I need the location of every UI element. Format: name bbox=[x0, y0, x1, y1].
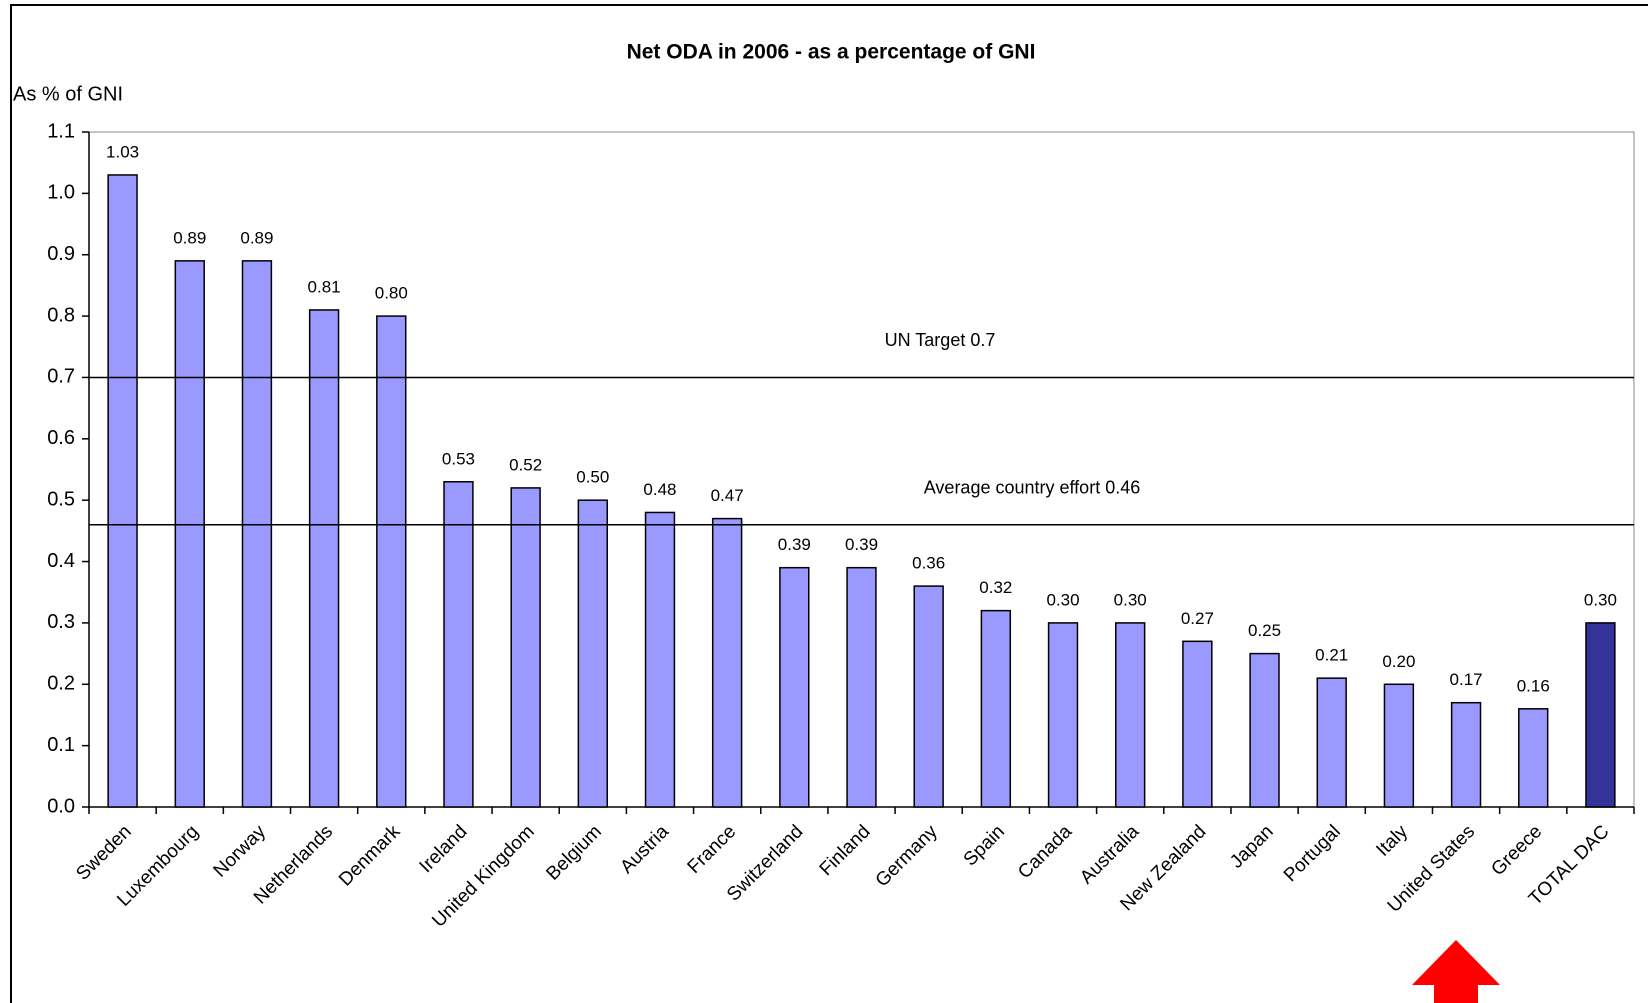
bar bbox=[577, 499, 608, 808]
x-tick-label: Spain bbox=[960, 821, 1009, 870]
value-label: 0.52 bbox=[509, 455, 542, 474]
bar bbox=[1518, 708, 1549, 808]
y-tick-label: 0.9 bbox=[47, 243, 75, 265]
arrow bbox=[1412, 940, 1500, 1003]
value-label: 0.32 bbox=[979, 578, 1012, 597]
bar bbox=[1182, 640, 1213, 808]
x-tick-label: Finland bbox=[816, 821, 875, 880]
value-label: 0.30 bbox=[1114, 590, 1147, 609]
value-label: 0.39 bbox=[845, 535, 878, 554]
bar bbox=[1450, 701, 1482, 808]
bar bbox=[1585, 622, 1616, 808]
bar bbox=[711, 517, 743, 808]
chart-title: Net ODA in 2006 - as a percentage of GNI bbox=[627, 41, 1036, 64]
x-tick-label: Germany bbox=[872, 821, 942, 891]
y-tick-label: 0.5 bbox=[47, 488, 75, 510]
bar bbox=[376, 315, 407, 808]
value-label: 0.20 bbox=[1382, 652, 1415, 671]
bar bbox=[913, 585, 944, 808]
value-label: 0.21 bbox=[1315, 646, 1348, 665]
x-tick-label: Australia bbox=[1076, 821, 1143, 888]
x-tick-label: Denmark bbox=[335, 821, 405, 891]
y-tick-label: 1.1 bbox=[47, 120, 75, 142]
bar bbox=[980, 609, 1012, 808]
value-label: 1.03 bbox=[106, 142, 139, 161]
y-tick-label: 0.2 bbox=[47, 673, 75, 695]
bar bbox=[779, 566, 810, 808]
bar bbox=[107, 174, 138, 808]
value-label: 0.25 bbox=[1248, 621, 1281, 640]
y-tick-label: 0.4 bbox=[47, 550, 75, 572]
x-tick-label: Austria bbox=[616, 821, 673, 878]
value-label: 0.81 bbox=[308, 277, 341, 296]
value-label: 0.16 bbox=[1517, 676, 1550, 695]
y-axis-label: As % of GNI bbox=[13, 83, 123, 105]
value-label: 0.30 bbox=[1584, 590, 1617, 609]
bar bbox=[1047, 622, 1079, 808]
value-label: 0.80 bbox=[375, 284, 408, 303]
x-tick-label: Canada bbox=[1014, 821, 1076, 883]
value-label: 0.17 bbox=[1450, 670, 1483, 689]
x-tick-label: Portugal bbox=[1280, 821, 1345, 886]
bar bbox=[1249, 652, 1280, 808]
x-tick-label: Japan bbox=[1226, 821, 1277, 872]
bar bbox=[1115, 622, 1146, 808]
value-label: 0.47 bbox=[711, 486, 744, 505]
x-tick-label: Norway bbox=[210, 821, 271, 882]
bar bbox=[174, 260, 205, 808]
y-tick-label: 0.7 bbox=[47, 366, 75, 388]
value-label: 0.27 bbox=[1181, 609, 1214, 628]
bar bbox=[308, 309, 340, 808]
bar bbox=[1383, 683, 1415, 808]
value-label: 0.48 bbox=[643, 480, 676, 499]
value-label: 0.53 bbox=[442, 449, 475, 468]
value-label: 0.36 bbox=[912, 554, 945, 573]
value-label: 0.89 bbox=[240, 228, 273, 247]
reference-label: Average country effort 0.46 bbox=[924, 477, 1140, 497]
x-tick-label: Belgium bbox=[542, 821, 605, 884]
value-label: 0.30 bbox=[1046, 590, 1079, 609]
y-tick-label: 0.8 bbox=[47, 304, 75, 326]
value-label: 0.50 bbox=[576, 468, 609, 487]
x-tick-label: Italy bbox=[1372, 821, 1412, 861]
y-tick-label: 1.0 bbox=[47, 182, 75, 204]
x-tick-label: Sweden bbox=[72, 821, 135, 884]
bar bbox=[644, 511, 676, 808]
bar bbox=[1316, 677, 1347, 808]
value-label: 0.89 bbox=[173, 228, 206, 247]
y-tick-label: 0.6 bbox=[47, 427, 75, 449]
bar bbox=[443, 481, 474, 808]
x-tick-label: France bbox=[684, 821, 741, 878]
frame bbox=[10, 4, 1648, 1003]
reference-label: UN Target 0.7 bbox=[885, 330, 996, 350]
bar bbox=[241, 260, 273, 808]
value-label: 0.39 bbox=[778, 535, 811, 554]
y-tick-label: 0.1 bbox=[47, 734, 75, 756]
bar bbox=[510, 487, 541, 808]
y-tick-label: 0.0 bbox=[47, 795, 75, 817]
y-tick-label: 0.3 bbox=[47, 611, 75, 633]
bar bbox=[846, 566, 877, 808]
x-tick-label: Greece bbox=[1487, 821, 1546, 880]
x-tick-label: Ireland bbox=[416, 821, 472, 877]
